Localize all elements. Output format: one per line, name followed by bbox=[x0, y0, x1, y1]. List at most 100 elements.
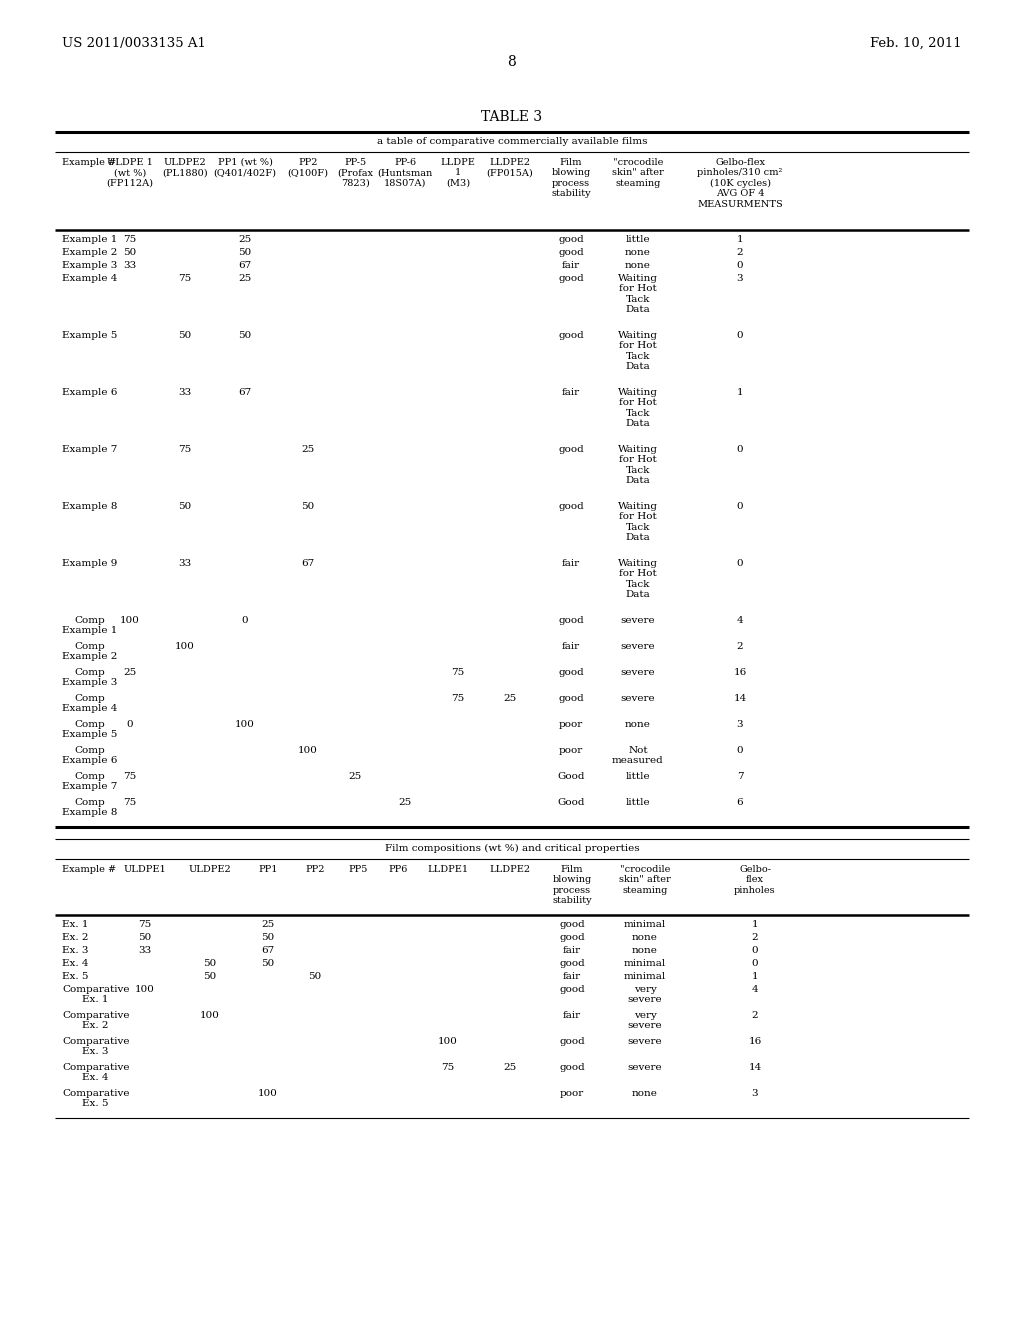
Text: LLDPE2: LLDPE2 bbox=[489, 865, 530, 874]
Text: 25: 25 bbox=[261, 920, 274, 929]
Text: 0: 0 bbox=[752, 946, 759, 954]
Text: minimal: minimal bbox=[624, 960, 667, 968]
Text: 67: 67 bbox=[239, 388, 252, 397]
Text: 0: 0 bbox=[736, 746, 743, 755]
Text: poor: poor bbox=[560, 1089, 584, 1098]
Text: 75: 75 bbox=[178, 445, 191, 454]
Text: Example 8: Example 8 bbox=[62, 502, 118, 511]
Text: good: good bbox=[558, 668, 584, 677]
Text: none: none bbox=[632, 946, 658, 954]
Text: Ex. 5: Ex. 5 bbox=[62, 972, 88, 981]
Text: little: little bbox=[626, 235, 650, 244]
Text: 50: 50 bbox=[239, 331, 252, 341]
Text: severe: severe bbox=[628, 1063, 663, 1072]
Text: 8: 8 bbox=[508, 55, 516, 69]
Text: 14: 14 bbox=[733, 694, 746, 704]
Text: Comp
Example 8: Comp Example 8 bbox=[62, 799, 118, 817]
Text: Example #: Example # bbox=[62, 158, 116, 168]
Text: none: none bbox=[632, 1089, 658, 1098]
Text: 33: 33 bbox=[178, 558, 191, 568]
Text: none: none bbox=[625, 719, 651, 729]
Text: fair: fair bbox=[563, 972, 581, 981]
Text: 0: 0 bbox=[736, 502, 743, 511]
Text: 3: 3 bbox=[752, 1089, 759, 1098]
Text: good: good bbox=[558, 275, 584, 282]
Text: Waiting
for Hot
Tack
Data: Waiting for Hot Tack Data bbox=[618, 275, 658, 314]
Text: fair: fair bbox=[562, 642, 580, 651]
Text: 2: 2 bbox=[736, 642, 743, 651]
Text: Example #: Example # bbox=[62, 865, 116, 874]
Text: Ex. 3: Ex. 3 bbox=[62, 946, 88, 954]
Text: 0: 0 bbox=[736, 331, 743, 341]
Text: 25: 25 bbox=[239, 275, 252, 282]
Text: Film
blowing
process
stability: Film blowing process stability bbox=[552, 865, 592, 906]
Text: severe: severe bbox=[621, 694, 655, 704]
Text: PP2: PP2 bbox=[305, 865, 325, 874]
Text: good: good bbox=[558, 235, 584, 244]
Text: 0: 0 bbox=[752, 960, 759, 968]
Text: good: good bbox=[558, 445, 584, 454]
Text: 14: 14 bbox=[749, 1063, 762, 1072]
Text: Comparative
Ex. 2: Comparative Ex. 2 bbox=[62, 1011, 129, 1031]
Text: ULDPE1: ULDPE1 bbox=[124, 865, 166, 874]
Text: Comparative
Ex. 5: Comparative Ex. 5 bbox=[62, 1089, 129, 1109]
Text: Good: Good bbox=[557, 799, 585, 807]
Text: minimal: minimal bbox=[624, 972, 667, 981]
Text: Comparative
Ex. 4: Comparative Ex. 4 bbox=[62, 1063, 129, 1082]
Text: very
severe: very severe bbox=[628, 985, 663, 1005]
Text: Waiting
for Hot
Tack
Data: Waiting for Hot Tack Data bbox=[618, 445, 658, 486]
Text: Not
measured: Not measured bbox=[612, 746, 664, 766]
Text: Film compositions (wt %) and critical properties: Film compositions (wt %) and critical pr… bbox=[385, 843, 639, 853]
Text: Comp
Example 3: Comp Example 3 bbox=[62, 668, 118, 688]
Text: minimal: minimal bbox=[624, 920, 667, 929]
Text: Example 2: Example 2 bbox=[62, 248, 118, 257]
Text: good: good bbox=[558, 331, 584, 341]
Text: PP2
(Q100F): PP2 (Q100F) bbox=[288, 158, 329, 177]
Text: 75: 75 bbox=[123, 772, 136, 781]
Text: 0: 0 bbox=[736, 558, 743, 568]
Text: 1: 1 bbox=[736, 235, 743, 244]
Text: severe: severe bbox=[628, 1038, 663, 1045]
Text: PP1 (wt %)
(Q401/402F): PP1 (wt %) (Q401/402F) bbox=[213, 158, 276, 177]
Text: ULDPE2
(PL1880): ULDPE2 (PL1880) bbox=[162, 158, 208, 177]
Text: Ex. 4: Ex. 4 bbox=[62, 960, 88, 968]
Text: good: good bbox=[559, 1063, 585, 1072]
Text: 16: 16 bbox=[749, 1038, 762, 1045]
Text: LLDPE2
(FP015A): LLDPE2 (FP015A) bbox=[486, 158, 534, 177]
Text: 75: 75 bbox=[138, 920, 152, 929]
Text: poor: poor bbox=[559, 746, 583, 755]
Text: PP6: PP6 bbox=[388, 865, 408, 874]
Text: 67: 67 bbox=[239, 261, 252, 271]
Text: 100: 100 bbox=[120, 616, 140, 624]
Text: 100: 100 bbox=[135, 985, 155, 994]
Text: 4: 4 bbox=[736, 616, 743, 624]
Text: 75: 75 bbox=[441, 1063, 455, 1072]
Text: 1: 1 bbox=[752, 972, 759, 981]
Text: Film
blowing
process
stability: Film blowing process stability bbox=[551, 158, 591, 198]
Text: Ex. 2: Ex. 2 bbox=[62, 933, 88, 942]
Text: 67: 67 bbox=[261, 946, 274, 954]
Text: PP-5
(Profax
7823): PP-5 (Profax 7823) bbox=[337, 158, 373, 187]
Text: 2: 2 bbox=[752, 933, 759, 942]
Text: Waiting
for Hot
Tack
Data: Waiting for Hot Tack Data bbox=[618, 388, 658, 428]
Text: Waiting
for Hot
Tack
Data: Waiting for Hot Tack Data bbox=[618, 558, 658, 599]
Text: 75: 75 bbox=[452, 668, 465, 677]
Text: 100: 100 bbox=[236, 719, 255, 729]
Text: fair: fair bbox=[562, 388, 580, 397]
Text: 33: 33 bbox=[123, 261, 136, 271]
Text: 25: 25 bbox=[348, 772, 361, 781]
Text: 100: 100 bbox=[258, 1089, 278, 1098]
Text: 100: 100 bbox=[438, 1038, 458, 1045]
Text: US 2011/0033135 A1: US 2011/0033135 A1 bbox=[62, 37, 206, 50]
Text: 3: 3 bbox=[736, 275, 743, 282]
Text: PP-6
(Huntsman
18S07A): PP-6 (Huntsman 18S07A) bbox=[378, 158, 432, 187]
Text: none: none bbox=[625, 248, 651, 257]
Text: 25: 25 bbox=[301, 445, 314, 454]
Text: fair: fair bbox=[563, 946, 581, 954]
Text: 1: 1 bbox=[736, 388, 743, 397]
Text: poor: poor bbox=[559, 719, 583, 729]
Text: good: good bbox=[559, 933, 585, 942]
Text: Example 4: Example 4 bbox=[62, 275, 118, 282]
Text: fair: fair bbox=[562, 558, 580, 568]
Text: Comp
Example 2: Comp Example 2 bbox=[62, 642, 118, 661]
